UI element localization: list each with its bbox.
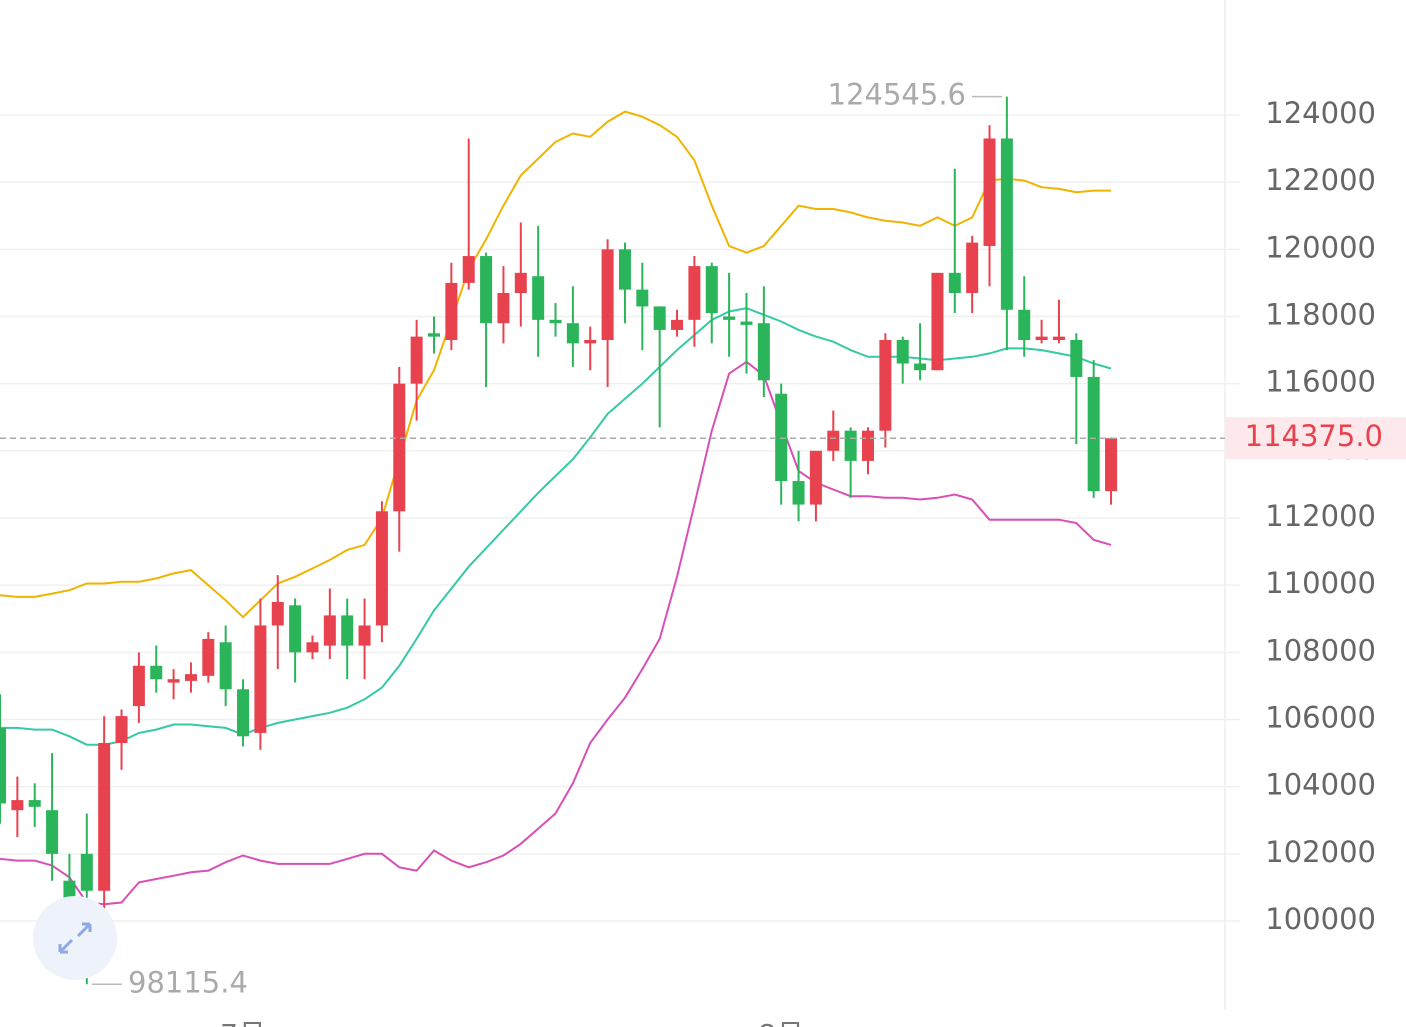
- candle-body: [1087, 376, 1100, 492]
- y-tick-label: 104000: [1265, 768, 1376, 802]
- candle-body: [775, 393, 788, 482]
- y-tick-label: 118000: [1265, 297, 1376, 331]
- x-tick-label: 7月: [220, 1018, 266, 1027]
- candle-body: [566, 323, 579, 344]
- candle-body: [844, 430, 857, 461]
- y-tick-label: 102000: [1265, 835, 1376, 869]
- candle-body: [549, 319, 562, 324]
- candle-body: [1000, 138, 1013, 310]
- candle-body: [1035, 336, 1048, 341]
- candle-body: [167, 679, 180, 683]
- candle-body: [98, 743, 111, 891]
- candle-body: [809, 450, 822, 505]
- candle-body: [0, 727, 6, 804]
- candle-body: [289, 605, 302, 653]
- last-price-box: [1225, 417, 1406, 460]
- candle-body: [636, 289, 649, 307]
- candle-body: [931, 272, 944, 371]
- candle-body: [653, 306, 666, 330]
- candle-body: [896, 340, 909, 364]
- band-line: [0, 307, 1112, 746]
- candle-body: [219, 642, 232, 690]
- candle-body: [966, 242, 979, 293]
- candle-body: [375, 511, 388, 626]
- candle-body: [393, 383, 406, 512]
- candle-body: [1018, 309, 1031, 341]
- candle-body: [445, 282, 458, 341]
- expand-button[interactable]: [33, 896, 117, 980]
- candle-body: [341, 615, 354, 646]
- candle-body: [11, 800, 24, 811]
- candle-body: [584, 340, 597, 344]
- candle-body: [601, 249, 614, 341]
- candle-body: [80, 853, 93, 891]
- min-annotation: 98115.4: [128, 965, 248, 999]
- candle-body: [1105, 438, 1118, 492]
- candle-body: [983, 138, 996, 246]
- expand-icon[interactable]: [58, 922, 92, 954]
- candle-body: [271, 601, 284, 626]
- candle-body: [428, 333, 440, 337]
- candle-body: [514, 272, 527, 293]
- candle-body: [410, 336, 423, 384]
- candle-body: [723, 316, 736, 320]
- candle-body: [1052, 336, 1065, 341]
- candle-body: [1070, 340, 1083, 377]
- y-tick-label: 112000: [1265, 499, 1376, 533]
- candle-body: [306, 642, 319, 653]
- y-tick-label: 110000: [1265, 566, 1376, 600]
- y-tick-label: 106000: [1265, 700, 1376, 734]
- candle-body: [150, 665, 163, 680]
- candle-body: [254, 625, 267, 733]
- y-tick-label: 108000: [1265, 633, 1376, 667]
- candle-body: [115, 716, 128, 744]
- candle-body: [671, 319, 684, 330]
- expand-circle[interactable]: [33, 896, 117, 980]
- candle-body: [28, 800, 41, 807]
- candle-body: [132, 665, 145, 707]
- band-line: [0, 110, 1111, 619]
- candle-body: [618, 249, 631, 290]
- candle-body: [688, 266, 701, 320]
- candle-body: [827, 430, 840, 451]
- candle-body: [740, 321, 753, 325]
- candle-body: [914, 363, 927, 371]
- candle-body: [792, 481, 805, 505]
- candle-body: [879, 340, 892, 431]
- candle-body: [323, 615, 336, 646]
- candle-body: [184, 674, 197, 681]
- candle-body: [480, 256, 493, 324]
- y-tick-label: 122000: [1265, 163, 1376, 197]
- candle-body: [202, 638, 215, 676]
- candle-body: [948, 272, 961, 293]
- y-tick-label: 116000: [1265, 365, 1376, 399]
- candle-body: [862, 430, 874, 461]
- y-tick-label: 100000: [1265, 902, 1376, 936]
- candle-body: [237, 689, 250, 737]
- last-price-label: 114375.0: [1245, 419, 1383, 453]
- x-tick-label: 8月: [758, 1018, 804, 1027]
- y-tick-label: 124000: [1265, 96, 1376, 130]
- band-line: [0, 360, 1112, 906]
- max-annotation: 124545.6: [828, 78, 966, 112]
- candle-body: [358, 625, 371, 646]
- candle-body: [46, 810, 59, 854]
- candle-body: [497, 292, 510, 324]
- candle-body: [532, 276, 545, 320]
- candle-body: [757, 323, 770, 381]
- candle-body: [462, 256, 475, 283]
- candle-body: [705, 266, 718, 314]
- y-tick-label: 120000: [1265, 230, 1376, 264]
